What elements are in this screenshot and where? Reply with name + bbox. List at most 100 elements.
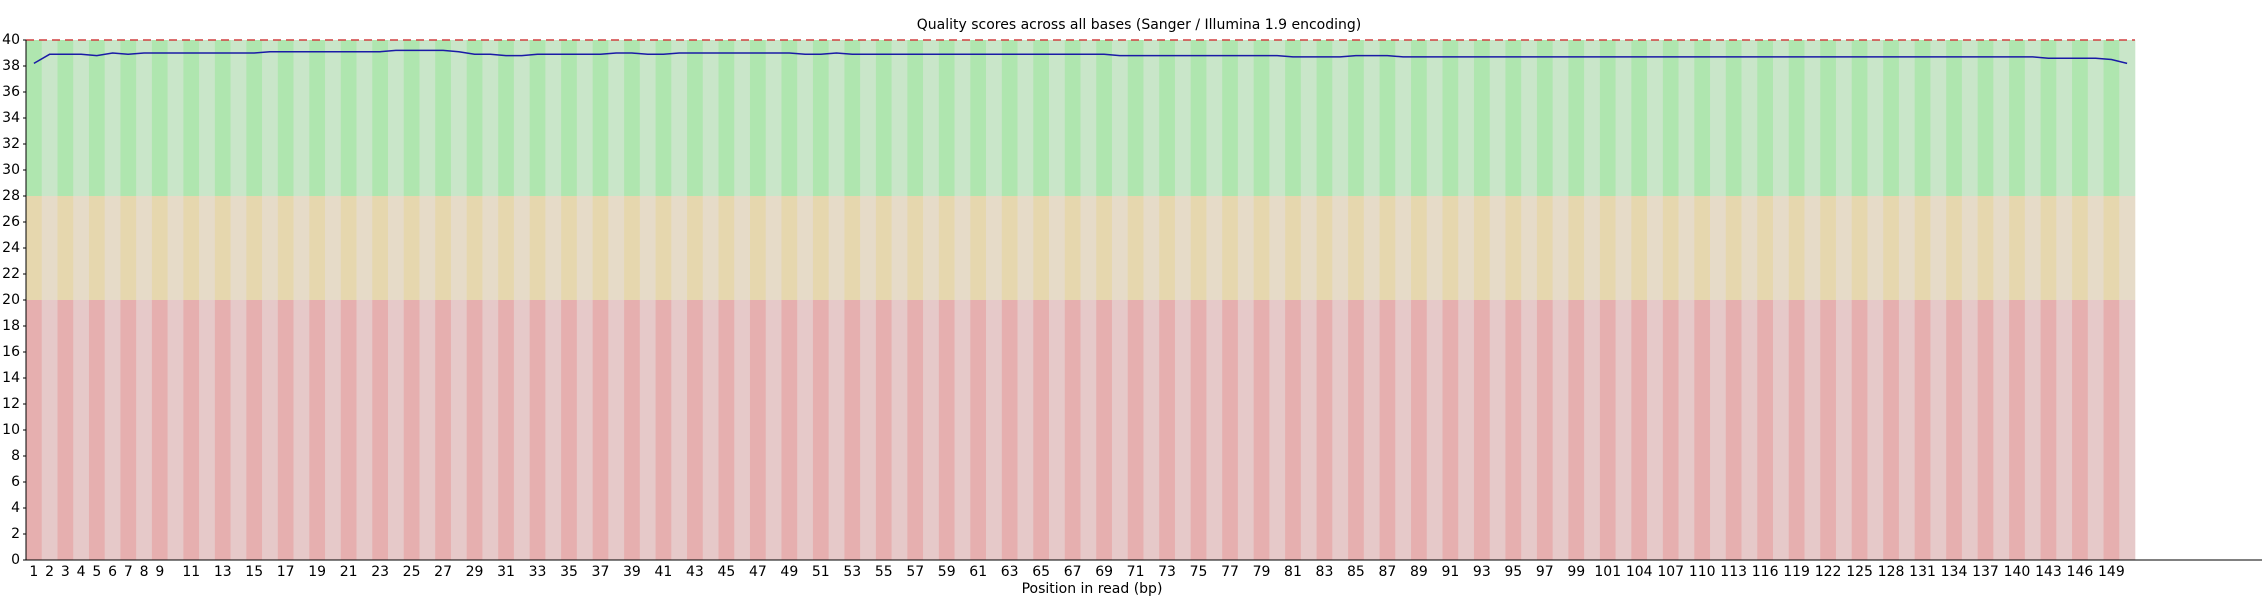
- zone-stripe: [1111, 196, 1129, 300]
- zone-stripe: [26, 40, 43, 196]
- x-tick-label: 93: [1473, 564, 1491, 580]
- zone-stripe: [356, 40, 373, 196]
- zone-stripe: [277, 40, 294, 196]
- zone-stripe: [2087, 300, 2104, 560]
- zone-stripe: [923, 40, 940, 196]
- x-tick-label: 41: [655, 564, 673, 580]
- x-tick-label: 37: [592, 564, 610, 580]
- zone-stripe: [749, 196, 767, 300]
- zone-stripe: [765, 196, 782, 300]
- zone-stripe: [1662, 196, 1679, 300]
- zone-stripe: [372, 196, 389, 300]
- x-tick-label: 75: [1190, 564, 1208, 580]
- zone-stripe: [1521, 196, 1538, 300]
- zone-stripe: [1332, 40, 1349, 196]
- zone-stripe: [167, 40, 184, 196]
- zone-stripe: [671, 196, 688, 300]
- zone-stripe: [41, 196, 58, 300]
- zone-stripe: [120, 40, 137, 196]
- zone-stripe: [1568, 300, 1585, 560]
- zone-stripe: [183, 40, 200, 196]
- y-tick-label: 14: [2, 370, 20, 386]
- zone-stripe: [1033, 196, 1050, 300]
- zone-stripe: [151, 300, 168, 560]
- zone-stripe: [1379, 40, 1396, 196]
- x-tick-label: 137: [1972, 564, 1999, 580]
- zone-stripe: [687, 196, 704, 300]
- zone-stripe: [576, 300, 593, 560]
- x-tick-label: 11: [182, 564, 200, 580]
- x-tick-label: 35: [560, 564, 578, 580]
- zone-stripe: [1631, 196, 1648, 300]
- zone-stripe: [2009, 40, 2026, 196]
- zone-stripe: [1835, 196, 1853, 300]
- x-tick-label: 15: [245, 564, 263, 580]
- zone-stripe: [891, 196, 908, 300]
- zone-stripe: [576, 196, 593, 300]
- zone-stripe: [120, 300, 137, 560]
- zone-stripe: [1096, 40, 1113, 196]
- zone-stripe: [1773, 40, 1790, 196]
- zone-stripe: [860, 40, 877, 196]
- zone-stripe: [2087, 196, 2104, 300]
- zone-stripe: [1096, 196, 1113, 300]
- zone-stripe: [498, 196, 515, 300]
- x-tick-label: 69: [1095, 564, 1113, 580]
- zone-stripe: [1222, 196, 1239, 300]
- zone-stripe: [954, 196, 971, 300]
- zone-stripe: [687, 40, 704, 196]
- x-tick-label: 81: [1284, 564, 1302, 580]
- zone-stripe: [230, 40, 247, 196]
- zone-stripe: [875, 40, 892, 196]
- zone-stripe: [639, 300, 656, 560]
- zone-stripe: [2103, 40, 2120, 196]
- zone-stripe: [1237, 300, 1254, 560]
- zone-stripe: [1143, 300, 1160, 560]
- y-tick-label: 26: [2, 214, 20, 230]
- zone-stripe: [1190, 300, 1207, 560]
- zone-stripe: [1049, 40, 1066, 196]
- x-tick-label: 104: [1626, 564, 1653, 580]
- zone-stripe: [57, 196, 74, 300]
- zone-stripe: [1316, 196, 1333, 300]
- zone-stripe: [938, 300, 955, 560]
- chart-title: Quality scores across all bases (Sanger …: [917, 17, 1361, 33]
- zone-stripe: [1411, 196, 1428, 300]
- zone-stripe: [1442, 300, 1459, 560]
- zone-stripe: [1111, 300, 1129, 560]
- zone-stripe: [2087, 40, 2104, 196]
- zone-stripe: [561, 40, 578, 196]
- zone-stripe: [230, 196, 247, 300]
- zone-stripe: [151, 196, 168, 300]
- x-tick-label: 101: [1594, 564, 1621, 580]
- x-tick-label: 7: [124, 564, 133, 580]
- zone-stripe: [1348, 300, 1365, 560]
- x-tick-label: 61: [969, 564, 987, 580]
- zone-stripe: [1694, 40, 1711, 196]
- zone-stripe: [702, 40, 719, 196]
- x-tick-label: 131: [1909, 564, 1936, 580]
- zone-stripe: [372, 300, 389, 560]
- y-tick-label: 20: [2, 292, 20, 308]
- y-tick-label: 38: [2, 58, 20, 74]
- zone-stripe: [907, 196, 924, 300]
- zone-stripe: [1237, 196, 1254, 300]
- zone-stripe: [356, 196, 373, 300]
- zone-stripe: [1993, 300, 2010, 560]
- zone-stripe: [1961, 196, 1978, 300]
- zone-stripe: [608, 300, 625, 560]
- zone-stripe: [293, 196, 310, 300]
- zone-stripe: [136, 40, 153, 196]
- zone-stripe: [26, 300, 43, 560]
- zone-stripe: [183, 300, 200, 560]
- zone-stripe: [1521, 300, 1538, 560]
- zone-stripe: [1395, 40, 1412, 196]
- zone-stripe: [340, 300, 357, 560]
- zone-stripe: [2040, 40, 2057, 196]
- zone-stripe: [1521, 40, 1538, 196]
- zone-stripe: [970, 300, 987, 560]
- zone-stripe: [797, 196, 814, 300]
- zone-stripe: [1080, 196, 1097, 300]
- zone-stripe: [1867, 300, 1884, 560]
